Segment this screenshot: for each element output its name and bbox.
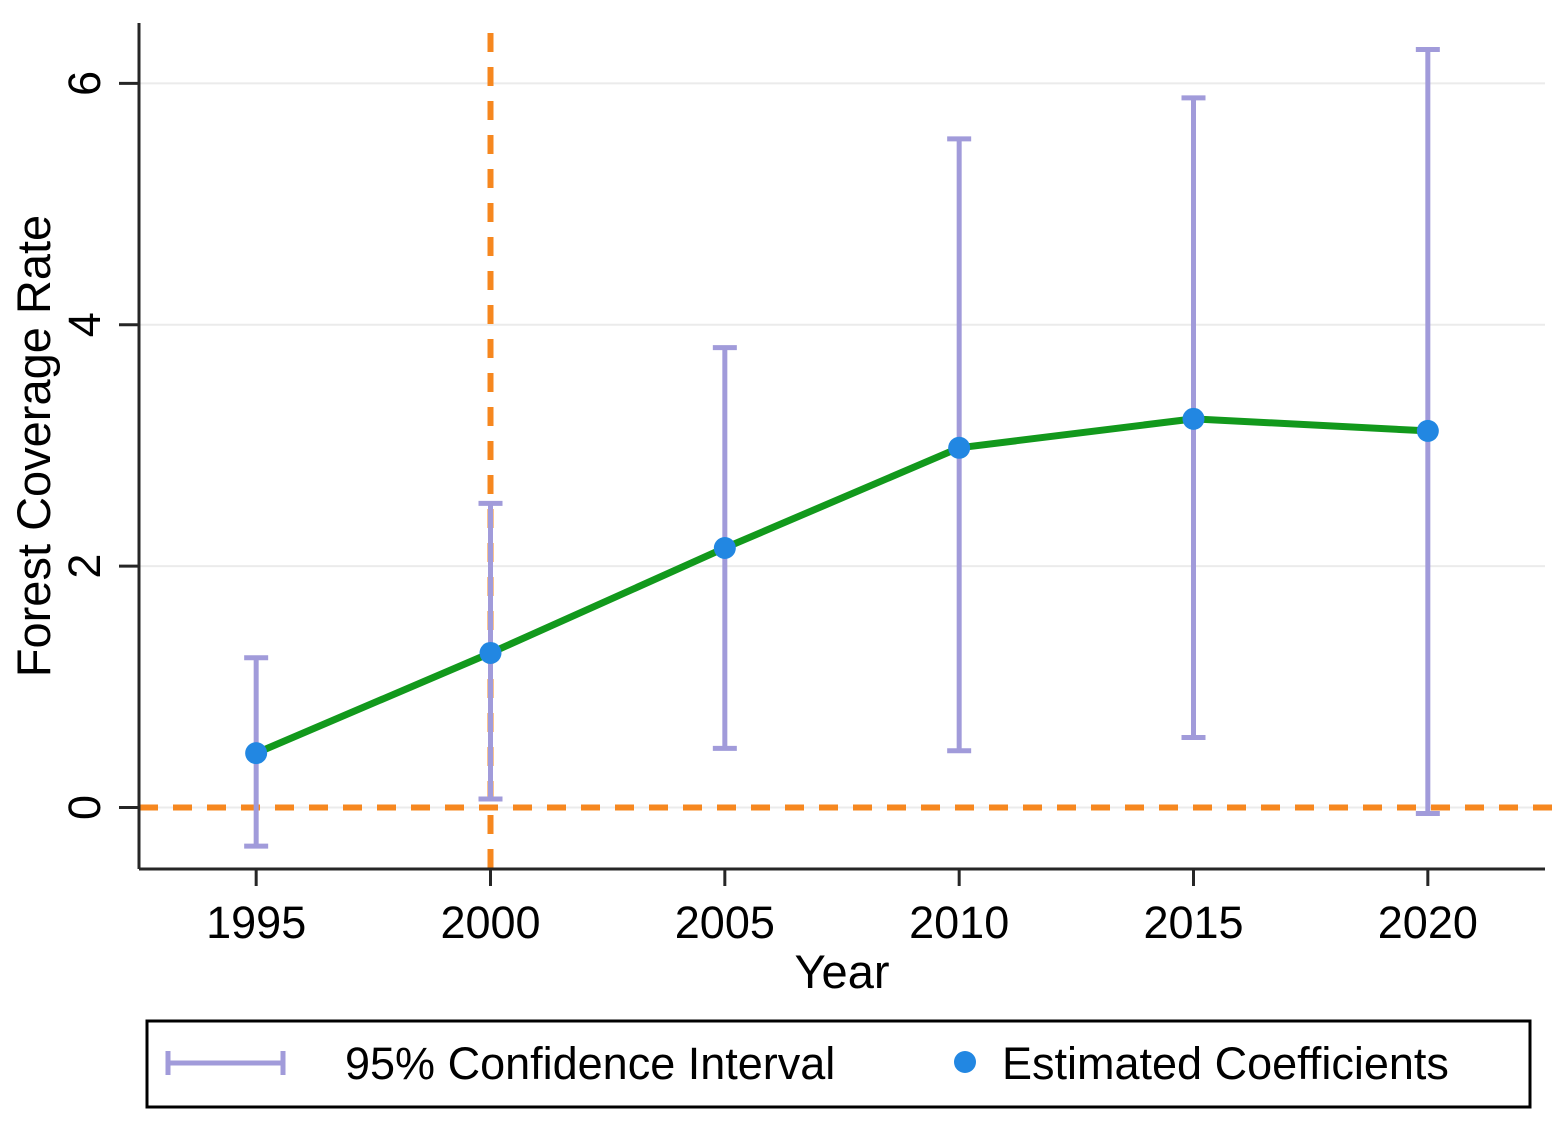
x-tick-labels: 1995 2000 2005 2010 2015 2020: [206, 897, 1478, 948]
data-point: [1182, 407, 1205, 430]
coefficient-line-group: [254, 415, 1429, 757]
reference-lines: [139, 33, 1553, 869]
data-point: [713, 536, 736, 559]
legend: 95% Confidence Interval Estimated Coeffi…: [145, 1019, 1532, 1109]
data-point: [479, 641, 502, 664]
legend-ci-label: 95% Confidence Interval: [345, 1038, 835, 1089]
legend-box: [145, 1019, 1532, 1109]
x-tick-label: 2000: [440, 897, 540, 948]
y-tick-label: 0: [59, 795, 110, 820]
confidence-intervals: [244, 47, 1440, 849]
y-axis-title: Forest Coverage Rate: [7, 215, 60, 677]
coefficient-markers: [245, 407, 1439, 765]
x-tick-label: 2010: [909, 897, 1009, 948]
legend-marker-sample: [954, 1051, 976, 1073]
x-tick-label: 2005: [675, 897, 775, 948]
data-point: [245, 742, 268, 765]
y-tick-label: 4: [59, 312, 110, 337]
data-point: [948, 436, 971, 459]
data-point: [1416, 419, 1439, 442]
coefficient-line: [254, 415, 1429, 757]
x-tick-label: 2015: [1143, 897, 1243, 948]
y-tick-label: 6: [59, 71, 110, 96]
y-tick-label: 2: [59, 554, 110, 579]
axes: [119, 23, 1545, 886]
x-tick-label: 2020: [1378, 897, 1478, 948]
x-axis-title: Year: [795, 945, 890, 998]
x-tick-label: 1995: [206, 897, 306, 948]
legend-coef-label: Estimated Coefficients: [1002, 1038, 1449, 1089]
gridlines: [139, 82, 1545, 809]
y-tick-labels: 0 2 4 6: [59, 71, 110, 820]
